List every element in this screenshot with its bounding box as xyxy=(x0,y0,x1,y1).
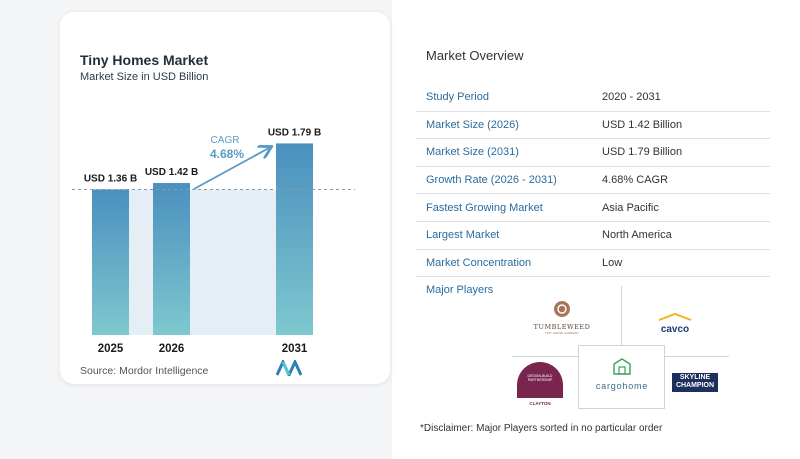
cagr-value: 4.68% xyxy=(210,147,244,161)
cavco-wordmark: cavco xyxy=(660,324,690,335)
cavco-logo: cavco xyxy=(655,308,695,335)
cavco-roof-icon xyxy=(658,312,692,321)
cargohome-logo: cargohome xyxy=(592,356,652,392)
x-tick-2031: 2031 xyxy=(282,343,308,355)
table-row: Growth Rate (2026 - 2031) 4.68% CAGR xyxy=(416,166,770,195)
row-value: 4.68% CAGR xyxy=(594,166,770,195)
tumbleweed-logo: TUMBLEWEED TINY HOUSE COMPANY xyxy=(532,300,592,335)
skyline-champion-logo: SKYLINE CHAMPION xyxy=(672,373,718,392)
row-value: Low xyxy=(594,249,770,278)
row-key: Market Concentration xyxy=(416,249,594,278)
data-label-2031: USD 1.79 B xyxy=(268,127,321,138)
row-value: USD 1.42 Billion xyxy=(594,111,770,140)
clayton-logo: DESIGN-BUILD PARTNERSHIP CLAYTON xyxy=(517,362,563,408)
cargohome-wordmark: cargohome xyxy=(595,381,649,391)
tumbleweed-wordmark: TUMBLEWEED xyxy=(533,323,591,331)
row-key: Fastest Growing Market xyxy=(416,193,594,222)
row-value: USD 1.79 Billion xyxy=(594,138,770,167)
row-value: Asia Pacific xyxy=(594,193,770,222)
chart-subtitle: Market Size in USD Billion xyxy=(80,71,209,83)
x-tick-2026: 2026 xyxy=(159,343,185,355)
clayton-tagline: DESIGN-BUILD PARTNERSHIP xyxy=(527,374,553,382)
source-note: Source: Mordor Intelligence xyxy=(80,365,209,377)
grid-divider xyxy=(621,286,622,346)
skyline-wordmark: SKYLINE xyxy=(679,374,711,381)
cagr-arrow xyxy=(193,147,270,190)
player-center-cell xyxy=(578,345,665,409)
row-key: Largest Market xyxy=(416,221,594,250)
row-key: Study Period xyxy=(416,84,594,112)
bar-chart: USD 1.36 B 2025 USD 1.42 B 2026 USD 1.79 B 20… xyxy=(72,127,355,355)
bar-2031 xyxy=(276,143,313,335)
champion-wordmark: CHAMPION xyxy=(675,382,715,389)
grid-divider xyxy=(512,356,578,357)
bar-2026 xyxy=(153,183,190,335)
table-row: Largest Market North America xyxy=(416,221,770,250)
data-label-2025: USD 1.36 B xyxy=(84,173,137,184)
disclaimer-note: *Disclaimer: Major Players sorted in no … xyxy=(420,423,663,434)
tumbleweed-emblem-icon xyxy=(554,301,570,317)
table-row: Fastest Growing Market Asia Pacific xyxy=(416,193,770,222)
data-label-2026: USD 1.42 B xyxy=(145,167,198,178)
table-row: Market Size (2031) USD 1.79 Billion xyxy=(416,138,770,167)
grid-divider xyxy=(663,356,729,357)
row-value: 2020 - 2031 xyxy=(594,84,770,112)
x-tick-2025: 2025 xyxy=(98,343,124,355)
row-key: Market Size (2026) xyxy=(416,111,594,140)
table-row: Market Size (2026) USD 1.42 Billion xyxy=(416,111,770,140)
bar-2025 xyxy=(92,189,129,335)
tumbleweed-subtext: TINY HOUSE COMPANY xyxy=(544,331,580,335)
clayton-wordmark: CLAYTON xyxy=(529,401,551,406)
row-key: Growth Rate (2026 - 2031) xyxy=(416,166,594,195)
row-key: Market Size (2031) xyxy=(416,138,594,167)
market-overview-table: Study Period 2020 - 2031 Market Size (202… xyxy=(416,84,770,278)
clayton-footer xyxy=(517,398,563,408)
mordor-intelligence-logo xyxy=(276,360,302,376)
table-row: Market Concentration Low xyxy=(416,249,770,278)
cagr-label: CAGR xyxy=(211,135,240,146)
row-value: North America xyxy=(594,221,770,250)
table-row: Study Period 2020 - 2031 xyxy=(416,84,770,112)
chart-title: Tiny Homes Market xyxy=(80,52,209,68)
market-overview-title: Market Overview xyxy=(426,48,524,63)
clayton-badge: DESIGN-BUILD PARTNERSHIP CLAYTON xyxy=(517,362,563,408)
cargohome-house-icon xyxy=(613,358,631,375)
major-players-title: Major Players xyxy=(426,284,494,296)
